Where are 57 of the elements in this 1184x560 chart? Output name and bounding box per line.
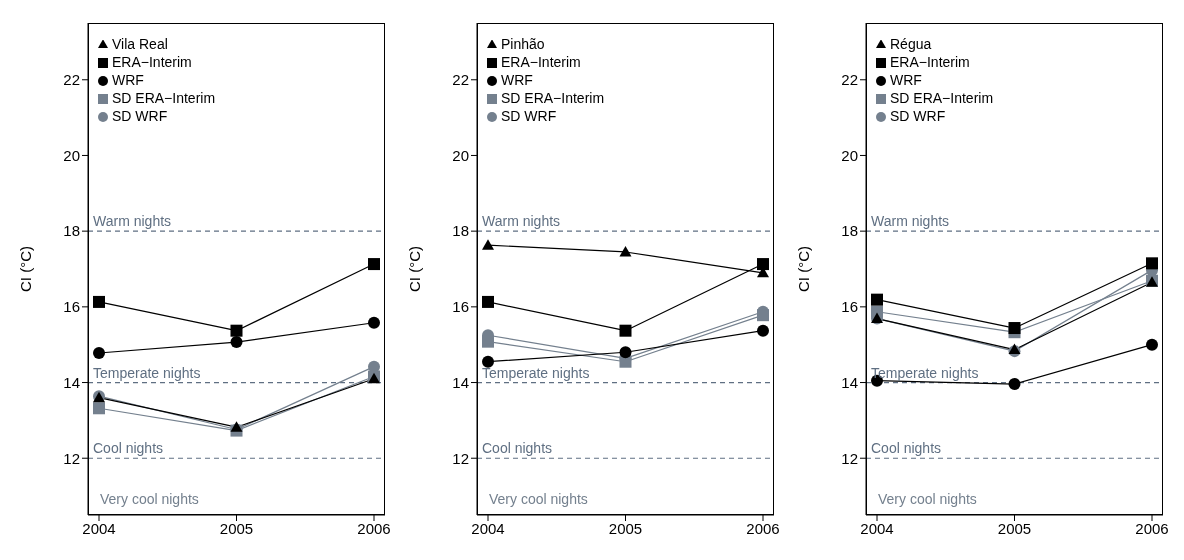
ref-line-label: Cool nights (482, 440, 553, 457)
ref-line-label: Temperate nights (482, 364, 590, 381)
y-tick-label: 22 (63, 71, 80, 89)
legend-label: SD WRF (112, 108, 168, 124)
x-tick-label: 2004 (471, 519, 505, 537)
y-tick-label: 14 (841, 373, 858, 391)
y-tick-label: 12 (63, 449, 80, 467)
legend-label: SD ERA−Interim (890, 90, 994, 106)
x-tick-label: 2006 (1135, 519, 1169, 537)
y-tick-label: 20 (841, 146, 858, 164)
x-tick-label: 2006 (746, 519, 780, 537)
y-tick-label: 16 (452, 298, 469, 316)
y-tick-label: 18 (63, 222, 80, 240)
x-tick-label: 2005 (219, 519, 254, 537)
x-tick-label: 2004 (82, 519, 116, 537)
legend-label: ERA−Interim (501, 54, 581, 70)
x-tick-label: 2005 (608, 519, 643, 537)
legend-label: SD WRF (501, 108, 557, 124)
ref-line-label: Warm nights (871, 213, 950, 230)
y-tick-label: 16 (63, 298, 80, 316)
legend-label: SD ERA−Interim (501, 90, 605, 106)
legend-label: SD WRF (890, 108, 946, 124)
y-tick-label: 20 (452, 146, 469, 164)
legend-label: ERA−Interim (112, 54, 192, 70)
ref-line-label: Cool nights (871, 440, 942, 457)
y-axis-title: CI (°C) (406, 246, 424, 292)
x-tick-label: 2005 (997, 519, 1032, 537)
y-tick-label: 14 (452, 373, 469, 391)
annotation: Very cool nights (489, 491, 588, 507)
y-axis-title: CI (°C) (795, 246, 813, 292)
x-tick-label: 2006 (357, 519, 391, 537)
legend-label: WRF (501, 72, 533, 88)
ref-line-label: Cool nights (93, 440, 164, 457)
annotation: Very cool nights (878, 491, 977, 507)
legend-label: Pinhão (501, 36, 545, 52)
y-tick-label: 14 (63, 373, 80, 391)
ref-line-label: Warm nights (482, 213, 561, 230)
y-tick-label: 18 (452, 222, 469, 240)
y-tick-label: 20 (63, 146, 80, 164)
legend-label: SD ERA−Interim (112, 90, 216, 106)
y-axis-title: CI (°C) (17, 246, 35, 292)
ref-line-label: Temperate nights (93, 364, 201, 381)
y-tick-label: 12 (841, 449, 858, 467)
ref-line-label: Warm nights (93, 213, 172, 230)
legend-label: WRF (112, 72, 144, 88)
legend-label: ERA−Interim (890, 54, 970, 70)
y-tick-label: 22 (452, 71, 469, 89)
y-tick-label: 12 (452, 449, 469, 467)
y-tick-label: 16 (841, 298, 858, 316)
legend-label: Vila Real (112, 36, 168, 52)
x-tick-label: 2004 (860, 519, 894, 537)
y-tick-label: 18 (841, 222, 858, 240)
ref-line-label: Temperate nights (871, 364, 979, 381)
annotation: Very cool nights (100, 491, 199, 507)
y-tick-label: 22 (841, 71, 858, 89)
legend-label: WRF (890, 72, 922, 88)
legend-label: Régua (890, 36, 932, 52)
